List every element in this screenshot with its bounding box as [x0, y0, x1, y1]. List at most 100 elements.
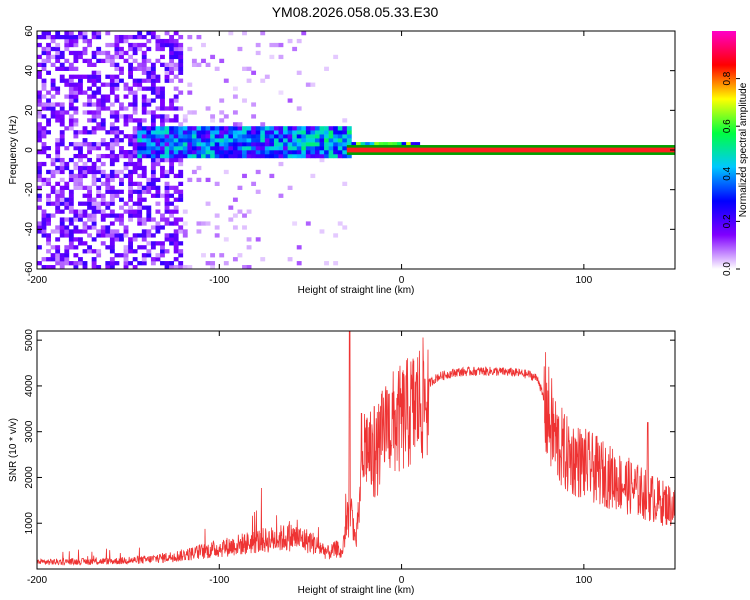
- spectrogram-cell: [73, 265, 79, 270]
- spectrogram-cell: [105, 31, 111, 36]
- spectrogram-cell: [173, 142, 179, 147]
- spectrogram-cell: [123, 150, 129, 155]
- spectrogram-cell: [73, 245, 79, 250]
- spectrogram-cell: [150, 150, 156, 155]
- spectrogram-cell: [324, 66, 329, 71]
- spectrogram-cell: [169, 209, 175, 214]
- spectrogram-cell: [296, 138, 302, 143]
- spectrogram-cell: [123, 86, 129, 91]
- spectrogram-cell: [342, 153, 348, 159]
- spectrogram-cell: [109, 177, 115, 183]
- spectrogram-cell: [137, 185, 143, 190]
- spectrogram-cell: [59, 257, 65, 262]
- spectrogram-cell: [73, 134, 79, 139]
- spectrogram-cell: [78, 165, 83, 171]
- spectrogram-cell: [164, 201, 170, 206]
- spectrogram-cell: [160, 241, 165, 246]
- spectrogram-cell: [119, 253, 124, 258]
- spectrogram-cell: [87, 201, 92, 206]
- spectrogram-cell: [287, 185, 293, 190]
- spectrogram-cell: [128, 189, 133, 194]
- spectrogram-cell: [68, 62, 74, 67]
- spectrogram-cell: [287, 38, 293, 44]
- spectrogram-cell: [269, 153, 275, 159]
- spectrogram-cell: [78, 50, 83, 56]
- spectrogram-cell: [59, 74, 65, 79]
- spectrogram-cell: [150, 118, 156, 123]
- spectrogram-cell: [305, 150, 311, 155]
- spectrogram-cell: [260, 130, 266, 135]
- spectrogram-cell: [68, 42, 74, 48]
- spectrogram-cell: [119, 181, 124, 186]
- spectrogram-cell: [68, 142, 74, 147]
- spectrogram-cell: [82, 193, 88, 198]
- spectrogram-y-label: Frequency (Hz): [8, 116, 19, 185]
- spectrogram-cell: [246, 209, 252, 214]
- spectrogram-cell: [91, 165, 97, 171]
- spectrogram-cell: [64, 197, 70, 202]
- spectrogram-cell: [128, 209, 133, 214]
- spectrogram-cell: [255, 42, 261, 48]
- spectrogram-cell: [137, 197, 143, 202]
- spectrogram-cell: [251, 114, 257, 119]
- spectrogram-cell: [214, 181, 220, 186]
- spectrogram-cell: [82, 261, 88, 266]
- spectrogram-cell: [196, 134, 202, 139]
- spectrogram-cell: [242, 134, 247, 139]
- spectrogram-cell: [82, 201, 88, 206]
- spectrogram-cell: [160, 245, 165, 250]
- spectrogram-cell: [41, 265, 47, 270]
- spectrogram-cell: [132, 126, 138, 131]
- spectrogram-cell: [146, 249, 152, 254]
- spectrogram-cell: [100, 94, 106, 99]
- spectrogram-cell: [141, 205, 147, 210]
- spectrogram-cell: [114, 153, 120, 159]
- spectrogram-cell: [100, 161, 106, 167]
- spectrogram-cell: [150, 181, 156, 186]
- spectrogram-cell: [59, 233, 65, 238]
- spectrogram-cell: [50, 169, 56, 175]
- spectrogram-cell: [205, 142, 211, 147]
- spectrogram-cell: [150, 245, 156, 250]
- spectrogram-cell: [78, 74, 83, 79]
- spectrogram-cell: [96, 86, 102, 91]
- spectrogram-cell: [46, 201, 51, 206]
- spectrogram-cell: [141, 185, 147, 190]
- spectrogram-cell: [96, 50, 102, 56]
- spectrogram-cell: [191, 58, 197, 64]
- spectrogram-cell: [73, 161, 79, 167]
- spectrogram-cell: [82, 142, 88, 147]
- spectrogram-cell: [100, 209, 106, 214]
- spectrogram-cell: [164, 221, 170, 226]
- spectrogram-cell: [232, 130, 238, 135]
- spectrogram-cell: [109, 193, 115, 198]
- spectrogram-cell: [319, 150, 325, 155]
- spectrogram-cell: [91, 161, 97, 167]
- spectrogram-cell: [87, 213, 92, 218]
- spectrogram-cell: [50, 82, 56, 87]
- spectrogram-cell: [201, 42, 206, 48]
- spectrogram-cell: [201, 138, 206, 143]
- spectrogram-cell: [324, 142, 329, 147]
- spectrogram-cell: [128, 193, 133, 198]
- spectrogram-cell: [132, 165, 138, 171]
- spectrogram-cell: [123, 165, 129, 171]
- spectrogram-cell: [96, 177, 102, 183]
- spectrogram-cell: [278, 150, 284, 155]
- spectrogram-cell: [114, 134, 120, 139]
- spectrogram-cell: [46, 181, 51, 186]
- spectrogram-cell: [64, 181, 70, 186]
- spectrogram-cell: [146, 102, 152, 107]
- spectrogram-cell: [342, 146, 348, 151]
- spectrogram-cell: [128, 153, 133, 159]
- spectrogram-cell: [87, 205, 92, 210]
- spectrogram-cells: [37, 31, 675, 270]
- spectrogram-cell: [114, 94, 120, 99]
- spectrogram-cell: [91, 169, 97, 175]
- spectrogram-cell: [50, 34, 56, 40]
- spectrogram-cell: [46, 153, 51, 159]
- spectrogram-cell: [119, 233, 124, 238]
- spectrogram-cell: [164, 189, 170, 194]
- spectrogram-cell: [123, 134, 129, 139]
- spectrogram-cell: [41, 150, 47, 155]
